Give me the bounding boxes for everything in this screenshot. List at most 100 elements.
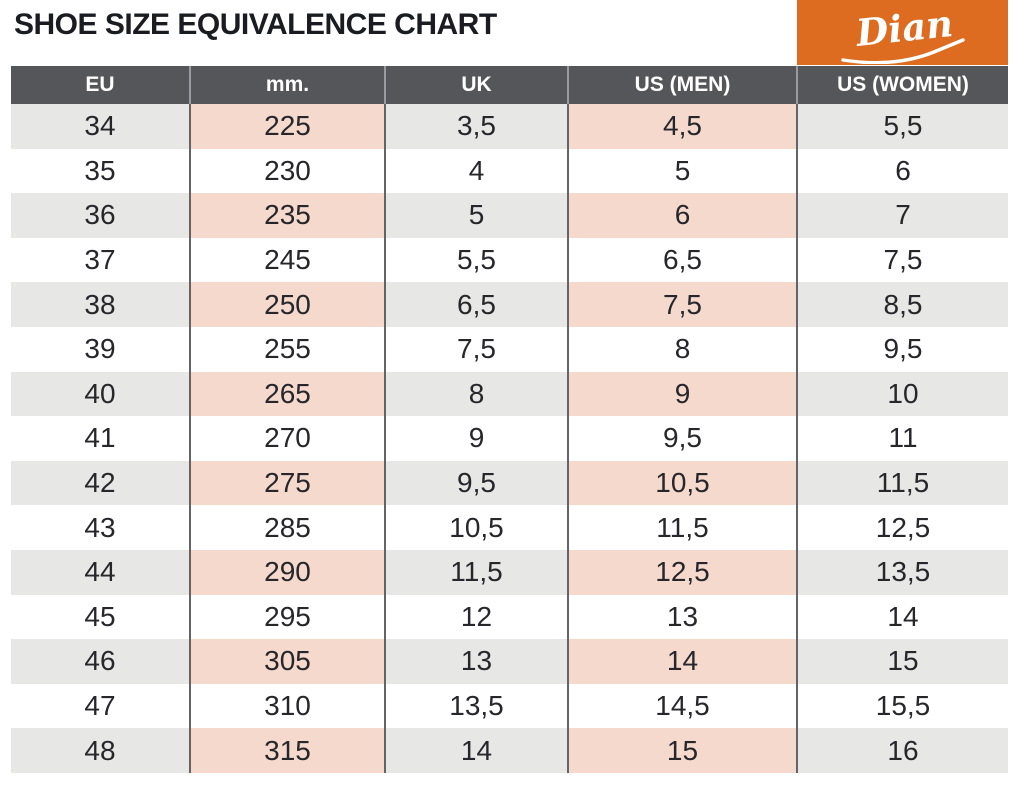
table-cell: 6,5 <box>568 237 798 283</box>
table-cell: 45 <box>11 594 191 640</box>
table-row: 37 245 5,5 6,5 7,5 <box>11 237 1008 283</box>
table-cell: 16 <box>797 728 1008 773</box>
table-cell: 6,5 <box>385 282 569 327</box>
table-cell: 270 <box>190 416 386 461</box>
table-cell: 38 <box>11 282 191 327</box>
logo-underline-swash-icon <box>841 38 965 64</box>
table-row: 40 265 8 9 10 <box>11 371 1008 417</box>
table-cell: 15 <box>568 728 798 773</box>
table-row: 36 235 5 6 7 <box>11 193 1008 238</box>
table-cell: 10 <box>797 371 1008 417</box>
table-cell: 14 <box>385 728 569 773</box>
table-cell: 3,5 <box>385 104 569 149</box>
table-row: 48 315 14 15 16 <box>11 728 1008 773</box>
table-cell: 11 <box>797 416 1008 461</box>
table-cell: 7,5 <box>568 282 798 327</box>
table-cell: 9,5 <box>385 460 569 506</box>
table-cell: 5,5 <box>385 237 569 283</box>
table-cell: 9 <box>568 371 798 417</box>
table-row: 41 270 9 9,5 11 <box>11 416 1008 461</box>
table-row: 46 305 13 14 15 <box>11 639 1008 684</box>
table-cell: 7 <box>797 193 1008 238</box>
table-cell: 48 <box>11 728 191 773</box>
table-cell: 6 <box>797 148 1008 194</box>
table-cell: 285 <box>190 505 386 550</box>
table-row: 47 310 13,5 14,5 15,5 <box>11 683 1008 729</box>
table-cell: 8,5 <box>797 282 1008 327</box>
table-cell: 290 <box>190 549 386 595</box>
brand-logo: Dian <box>797 0 1008 65</box>
table-cell: 315 <box>190 728 386 773</box>
table-row: 44 290 11,5 12,5 13,5 <box>11 549 1008 595</box>
table-cell: 14 <box>797 594 1008 640</box>
table-cell: 39 <box>11 326 191 372</box>
table-cell: 9 <box>385 416 569 461</box>
table-cell: 11,5 <box>568 505 798 550</box>
column-header-us-men: US (MEN) <box>568 66 798 104</box>
table-cell: 5 <box>385 193 569 238</box>
column-header-us-women: US (WOMEN) <box>797 66 1008 104</box>
table-cell: 8 <box>385 371 569 417</box>
table-cell: 13,5 <box>797 549 1008 595</box>
table-cell: 7,5 <box>385 326 569 372</box>
table-cell: 11,5 <box>797 460 1008 506</box>
table-cell: 11,5 <box>385 549 569 595</box>
table-row: 34 225 3,5 4,5 5,5 <box>11 104 1008 149</box>
table-cell: 13 <box>568 594 798 640</box>
table-cell: 8 <box>568 326 798 372</box>
table-cell: 305 <box>190 639 386 684</box>
table-row: 35 230 4 5 6 <box>11 148 1008 194</box>
table-cell: 7,5 <box>797 237 1008 283</box>
table-cell: 44 <box>11 549 191 595</box>
table-cell: 12 <box>385 594 569 640</box>
table-cell: 35 <box>11 148 191 194</box>
header-row: EU mm. UK US (MEN) US (WOMEN) <box>11 66 1008 104</box>
table-cell: 15 <box>797 639 1008 684</box>
table-cell: 295 <box>190 594 386 640</box>
column-header-mm: mm. <box>190 66 386 104</box>
table-cell: 255 <box>190 326 386 372</box>
table-body: 34 225 3,5 4,5 5,5 35 230 4 5 6 36 235 5 6 7 37 245 5,5 6,… <box>11 104 1008 773</box>
table-cell: 265 <box>190 371 386 417</box>
table-cell: 47 <box>11 683 191 729</box>
table-cell: 230 <box>190 148 386 194</box>
table-cell: 13,5 <box>385 683 569 729</box>
table-cell: 43 <box>11 505 191 550</box>
table-cell: 9,5 <box>797 326 1008 372</box>
table-cell: 275 <box>190 460 386 506</box>
table-cell: 5 <box>568 148 798 194</box>
table-cell: 4 <box>385 148 569 194</box>
table-row: 42 275 9,5 10,5 11,5 <box>11 460 1008 506</box>
table-row: 45 295 12 13 14 <box>11 594 1008 640</box>
table-cell: 34 <box>11 104 191 149</box>
table-cell: 250 <box>190 282 386 327</box>
table-cell: 5,5 <box>797 104 1008 149</box>
column-header-uk: UK <box>385 66 569 104</box>
page-title: SHOE SIZE EQUIVALENCE CHART <box>14 8 497 41</box>
table-cell: 10,5 <box>568 460 798 506</box>
table-cell: 4,5 <box>568 104 798 149</box>
table-cell: 46 <box>11 639 191 684</box>
table-cell: 41 <box>11 416 191 461</box>
table-cell: 36 <box>11 193 191 238</box>
table-row: 39 255 7,5 8 9,5 <box>11 326 1008 372</box>
table-cell: 10,5 <box>385 505 569 550</box>
table-cell: 14 <box>568 639 798 684</box>
table-row: 38 250 6,5 7,5 8,5 <box>11 282 1008 327</box>
table-cell: 13 <box>385 639 569 684</box>
table-cell: 9,5 <box>568 416 798 461</box>
table-cell: 15,5 <box>797 683 1008 729</box>
table-row: 43 285 10,5 11,5 12,5 <box>11 505 1008 550</box>
size-chart-table: EU mm. UK US (MEN) US (WOMEN) 34 225 3,5 4,… <box>11 66 1008 773</box>
table-cell: 12,5 <box>568 549 798 595</box>
column-header-eu: EU <box>11 66 191 104</box>
table-cell: 6 <box>568 193 798 238</box>
table-cell: 14,5 <box>568 683 798 729</box>
table-cell: 42 <box>11 460 191 506</box>
table-cell: 40 <box>11 371 191 417</box>
table-cell: 225 <box>190 104 386 149</box>
table-cell: 235 <box>190 193 386 238</box>
table-cell: 310 <box>190 683 386 729</box>
table-cell: 37 <box>11 237 191 283</box>
table-cell: 245 <box>190 237 386 283</box>
